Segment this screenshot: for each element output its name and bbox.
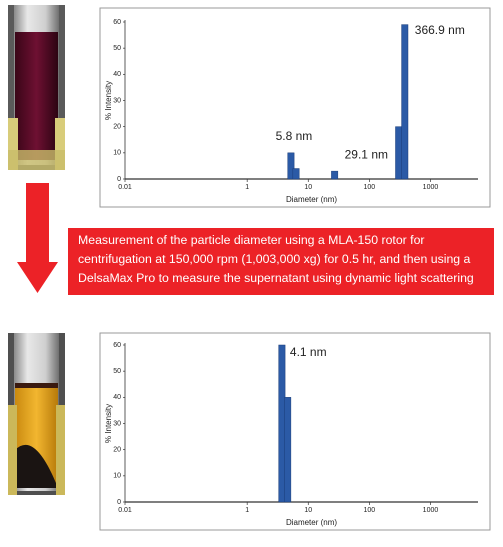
bar [395,126,403,180]
bar [284,397,292,503]
y-tick-label: 40 [113,71,121,78]
bar [331,170,339,180]
annotation: 5.8 nm [276,129,313,143]
y-tick-label: 50 [113,45,121,52]
x-tick-label: 10 [304,184,312,191]
arrow [17,183,58,293]
bar [292,168,300,180]
annotation: 4.1 nm [290,345,327,359]
bar [278,344,286,503]
x-tick-label: 1 [245,184,249,191]
y-axis-label: % Intensity [104,81,113,120]
y-tick-label: 40 [113,394,121,401]
bar [287,152,295,180]
y-tick-label: 20 [113,124,121,131]
x-tick-label: 100 [364,184,376,191]
x-tick-label: 0.01 [118,184,132,191]
bar [401,24,409,180]
y-tick-label: 60 [113,342,121,349]
y-tick-label: 50 [113,368,121,375]
x-tick-label: 10 [304,507,312,514]
y-tick-label: 30 [113,97,121,104]
y-axis-label: % Intensity [104,404,113,443]
photo-before [8,5,65,170]
photo-after [8,333,65,495]
x-tick-label: 100 [364,507,376,514]
y-tick-label: 0 [117,499,121,506]
x-tick-label: 1000 [423,507,439,514]
annotation: 366.9 nm [415,23,465,37]
caption: Measurement of the particle diameter usi… [68,228,494,295]
x-tick-label: 1000 [423,184,439,191]
x-tick-label: 1 [245,507,249,514]
y-tick-label: 30 [113,420,121,427]
y-tick-label: 0 [117,176,121,183]
x-axis-label: Diameter (nm) [286,195,337,204]
chart-frame [99,332,491,531]
y-tick-label: 20 [113,447,121,454]
y-tick-label: 60 [113,19,121,26]
annotation: 29.1 nm [345,147,388,161]
y-tick-label: 10 [113,473,121,480]
x-axis-label: Diameter (nm) [286,518,337,527]
x-tick-label: 0.01 [118,507,132,514]
y-tick-label: 10 [113,150,121,157]
